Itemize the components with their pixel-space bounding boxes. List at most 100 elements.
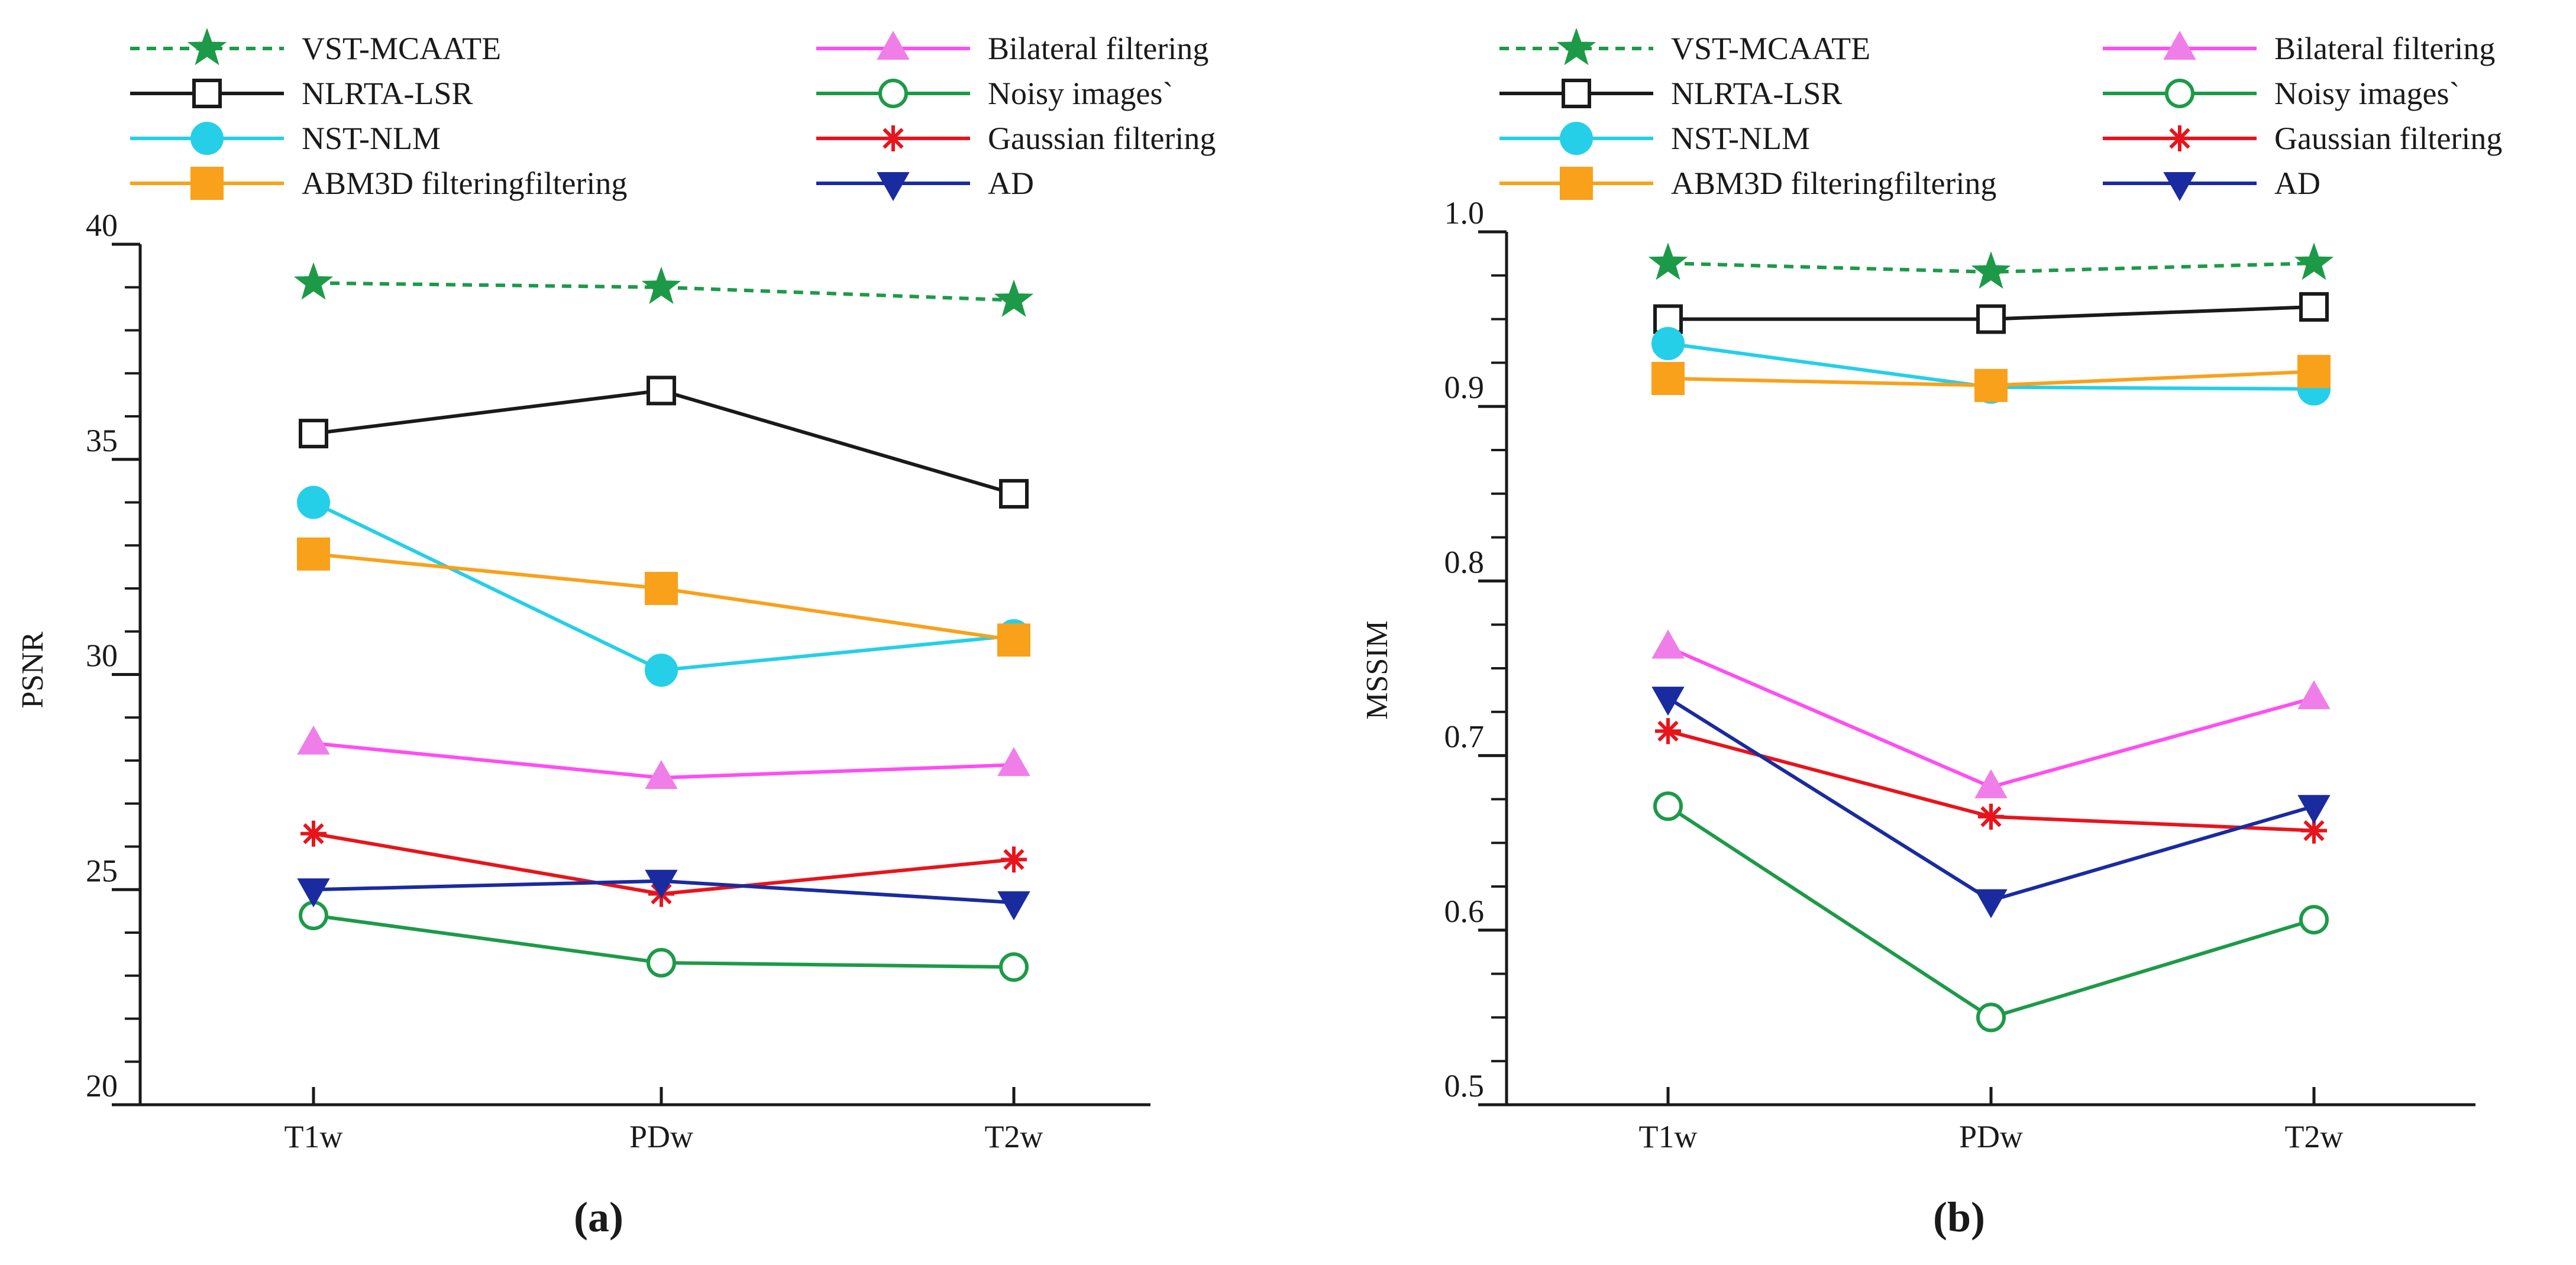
legend-label-b: VST-MCAATE xyxy=(1671,31,1870,66)
legend-a: VST-MCAATE NLRTA-LSR NST-NLM ABM3D filterin… xyxy=(130,27,1216,202)
data-point-noisy-images-b xyxy=(2299,905,2329,935)
data-point-nst-nlm-b xyxy=(1651,326,1685,360)
legend-marker-gaussian-filtering-a xyxy=(880,125,906,151)
data-point-ad-b xyxy=(1974,889,2008,918)
data-point-abm3d-filteringfiltering-a xyxy=(297,537,330,571)
data-point-ad-a xyxy=(997,891,1030,921)
legend-marker-bilateral-filtering-a xyxy=(877,30,910,60)
y-axis-title-a: PSNR xyxy=(16,632,50,708)
legend-label-a: VST-MCAATE xyxy=(302,31,501,66)
legend-item-nlrta-lsr-a: NLRTA-LSR xyxy=(130,76,473,111)
plot-b xyxy=(1648,242,2334,1033)
legend-label-a: Bilateral filtering xyxy=(988,31,1208,66)
legend-marker-nlrta-lsr-b xyxy=(1562,79,1591,108)
legend-marker-abm3d-filteringfiltering-b xyxy=(1560,167,1593,200)
legend-marker-abm3d-filteringfiltering-a xyxy=(190,167,224,200)
panel-label-a: (a) xyxy=(574,1193,623,1241)
y-tick-label-b: 1.0 xyxy=(1444,195,1485,231)
legend-item-nst-nlm-b: NST-NLM xyxy=(1499,121,1810,156)
legend-label-b: Noisy images` xyxy=(2274,76,2459,111)
legend-label-b: Gaussian filtering xyxy=(2274,121,2502,156)
y-tick-label-a: 20 xyxy=(86,1068,118,1104)
data-point-gaussian-filtering-b xyxy=(1655,718,1681,745)
data-point-nst-nlm-a xyxy=(645,653,678,687)
legend-item-nst-nlm-a: NST-NLM xyxy=(130,121,441,156)
panel-b: VST-MCAATE NLRTA-LSR NST-NLM ABM3D filterin… xyxy=(1360,27,2502,1241)
data-point-gaussian-filtering-b xyxy=(1978,803,2004,830)
y-tick-label-a: 30 xyxy=(86,638,118,674)
data-point-vst-mcaate-a xyxy=(994,279,1034,317)
data-point-abm3d-filteringfiltering-a xyxy=(645,572,678,605)
x-tick-label-b: T2w xyxy=(2285,1119,2344,1154)
legend-label-b: NLRTA-LSR xyxy=(1671,76,1842,111)
legend-label-b: AD xyxy=(2274,166,2320,201)
data-point-bilateral-filtering-b xyxy=(2297,680,2331,710)
y-tick-label-a: 25 xyxy=(86,853,118,888)
data-point-noisy-images-b xyxy=(1653,791,1683,821)
data-point-ad-a xyxy=(297,878,330,908)
data-point-noisy-images-a xyxy=(647,947,676,978)
legend-item-noisy-images-a: Noisy images` xyxy=(816,76,1173,111)
legend-item-ad-a: AD xyxy=(816,166,1034,202)
legend-label-b: ABM3D filteringfiltering xyxy=(1671,166,1996,201)
x-tick-label-a: T2w xyxy=(985,1119,1043,1154)
legend-marker-gaussian-filtering-b xyxy=(2167,125,2193,151)
panel-label-b: (b) xyxy=(1933,1193,1985,1241)
data-point-noisy-images-a xyxy=(999,952,1029,982)
data-point-ad-b xyxy=(1651,687,1685,716)
data-point-gaussian-filtering-a xyxy=(300,820,327,847)
legend-marker-vst-mcaate-b xyxy=(1556,27,1596,66)
data-point-vst-mcaate-b xyxy=(1648,242,1688,280)
data-point-bilateral-filtering-a xyxy=(645,760,678,790)
legend-label-b: NST-NLM xyxy=(1671,121,1810,156)
legend-marker-ad-a xyxy=(877,172,910,202)
data-point-abm3d-filteringfiltering-b xyxy=(1651,361,1685,395)
legend-marker-bilateral-filtering-b xyxy=(2163,30,2196,60)
legend-item-gaussian-filtering-b: Gaussian filtering xyxy=(2103,121,2502,156)
data-point-abm3d-filteringfiltering-b xyxy=(2297,355,2331,389)
plot-a xyxy=(293,262,1034,982)
data-point-abm3d-filteringfiltering-a xyxy=(997,623,1030,657)
data-point-gaussian-filtering-a-stroke xyxy=(1003,849,1024,871)
legend-label-b: Bilateral filtering xyxy=(2274,31,2495,66)
data-point-vst-mcaate-b xyxy=(1971,251,2011,289)
data-point-bilateral-filtering-b xyxy=(1651,629,1685,659)
data-point-abm3d-filteringfiltering-b xyxy=(1974,368,2008,402)
legend-item-abm3d-filteringfiltering-a: ABM3D filteringfiltering xyxy=(130,166,627,201)
data-point-vst-mcaate-a xyxy=(641,266,681,304)
y-tick-label-a: 40 xyxy=(86,208,118,243)
axes-b: 0.5 0.6 0.7 0.8 0.9 1.0 T1w PDw T2w xyxy=(1444,195,2475,1154)
legend-item-gaussian-filtering-a: Gaussian filtering xyxy=(816,121,1216,156)
x-tick-label-b: T1w xyxy=(1639,1119,1698,1154)
data-point-nlrta-lsr-a xyxy=(999,478,1029,509)
data-point-bilateral-filtering-a xyxy=(997,747,1030,777)
data-point-bilateral-filtering-b xyxy=(1974,769,2008,798)
y-tick-label-b: 0.7 xyxy=(1444,719,1485,755)
legend-marker-gaussian-filtering-b-stroke xyxy=(2169,128,2190,149)
data-point-gaussian-filtering-b-stroke xyxy=(1657,720,1679,742)
legend-item-noisy-images-b: Noisy images` xyxy=(2103,76,2459,111)
data-point-ad-b xyxy=(2297,795,2331,824)
panel-a: VST-MCAATE NLRTA-LSR NST-NLM ABM3D filterin… xyxy=(16,27,1216,1241)
y-tick-label-b: 0.5 xyxy=(1444,1068,1485,1104)
legend-item-vst-mcaate-a: VST-MCAATE xyxy=(130,27,501,66)
data-point-nst-nlm-a xyxy=(297,486,330,519)
data-point-gaussian-filtering-a-stroke xyxy=(303,823,324,845)
y-tick-label-a: 35 xyxy=(86,423,118,458)
legend-b: VST-MCAATE NLRTA-LSR NST-NLM ABM3D filterin… xyxy=(1499,27,2502,202)
legend-marker-vst-mcaate-a xyxy=(187,27,227,66)
y-axis-title-b: MSSIM xyxy=(1360,620,1394,720)
x-tick-label-b: PDw xyxy=(1959,1119,2023,1154)
legend-marker-noisy-images-a xyxy=(878,79,908,108)
data-point-nlrta-lsr-a xyxy=(299,419,328,449)
legend-label-a: ABM3D filteringfiltering xyxy=(302,166,627,201)
legend-label-a: Gaussian filtering xyxy=(988,121,1216,156)
legend-item-abm3d-filteringfiltering-b: ABM3D filteringfiltering xyxy=(1499,166,1996,201)
data-point-gaussian-filtering-b-stroke xyxy=(2303,820,2325,842)
legend-item-ad-b: AD xyxy=(2103,166,2320,202)
legend-marker-ad-b xyxy=(2163,172,2196,202)
y-tick-label-b: 0.9 xyxy=(1444,370,1485,405)
legend-item-nlrta-lsr-b: NLRTA-LSR xyxy=(1499,76,1842,111)
